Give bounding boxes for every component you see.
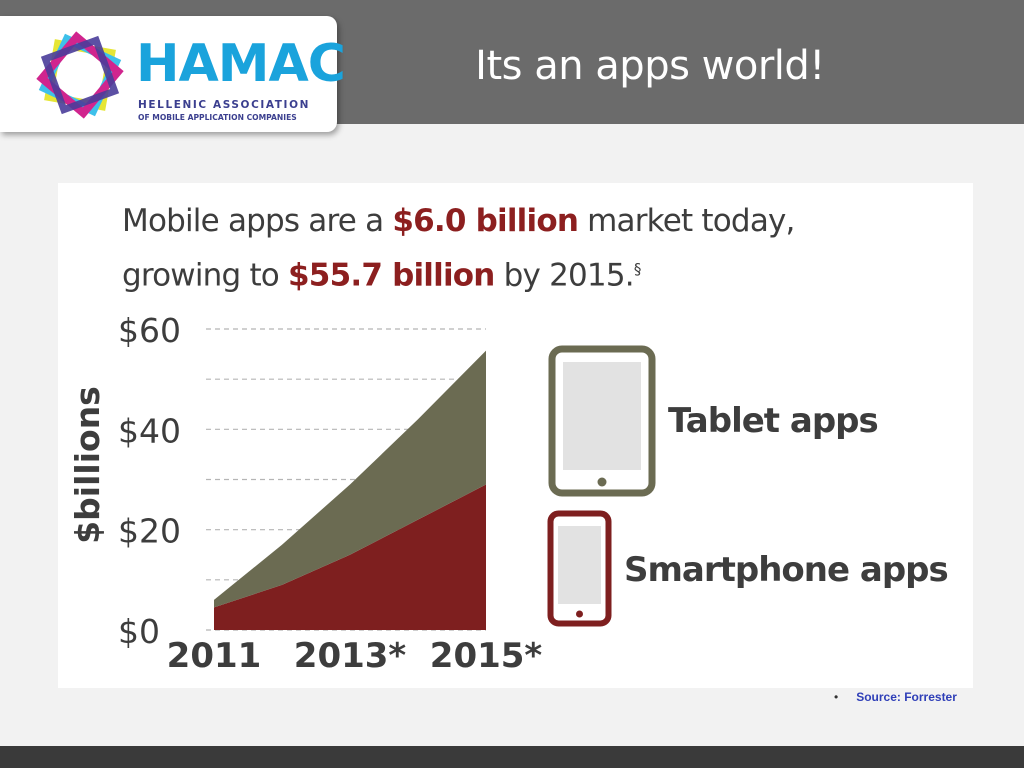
source-bullet: • <box>834 690 839 704</box>
y-tick-label: $20 <box>118 512 181 551</box>
slide-title: Its an apps world! <box>475 43 825 89</box>
logo-subtitle-line1: HELLENIC ASSOCIATION <box>138 99 310 111</box>
x-tick-label: 2015* <box>430 636 543 676</box>
source-text: Source: Forrester <box>856 690 957 704</box>
x-tick-label: 2013* <box>294 636 407 676</box>
legend-smartphone-label: Smartphone apps <box>624 550 949 590</box>
y-tick-label: $40 <box>118 411 181 450</box>
headline: Mobile apps are a $6.0 billion market to… <box>122 197 942 299</box>
smartphone-icon <box>547 510 612 627</box>
logo-name: HAMAC <box>136 34 346 94</box>
infographic: Mobile apps are a $6.0 billion market to… <box>58 183 973 688</box>
source-note: • Source: Forrester <box>834 690 957 704</box>
footer-bar <box>0 746 1024 768</box>
hamac-logo-icon <box>36 31 124 119</box>
x-tick-label: 2011 <box>167 636 262 676</box>
area-chart: $0 $20 $40 $60 2011 2013* 2015* $billions <box>68 311 543 676</box>
y-tick-label: $0 <box>118 612 160 651</box>
headline-forecast-value: $55.7 billion <box>288 257 495 294</box>
logo-subtitle-line2: OF MOBILE APPLICATION COMPANIES <box>138 113 297 122</box>
y-axis-label: $billions <box>68 386 107 544</box>
headline-line1-post: market today, <box>578 203 795 239</box>
area-series-smartphone <box>214 484 486 630</box>
legend-tablet-label: Tablet apps <box>668 401 879 441</box>
headline-line1-pre: Mobile apps are a <box>122 203 393 239</box>
headline-current-value: $6.0 billion <box>392 203 579 239</box>
area-series-tablet <box>214 350 486 608</box>
logo: HAMAC HELLENIC ASSOCIATION OF MOBILE APP… <box>0 16 346 132</box>
tablet-icon <box>548 345 656 497</box>
headline-line2-post: by 2015. <box>494 257 635 294</box>
footnote-mark: § <box>633 260 641 278</box>
headline-line2-pre: growing to <box>122 257 289 294</box>
y-tick-label: $60 <box>118 311 181 350</box>
